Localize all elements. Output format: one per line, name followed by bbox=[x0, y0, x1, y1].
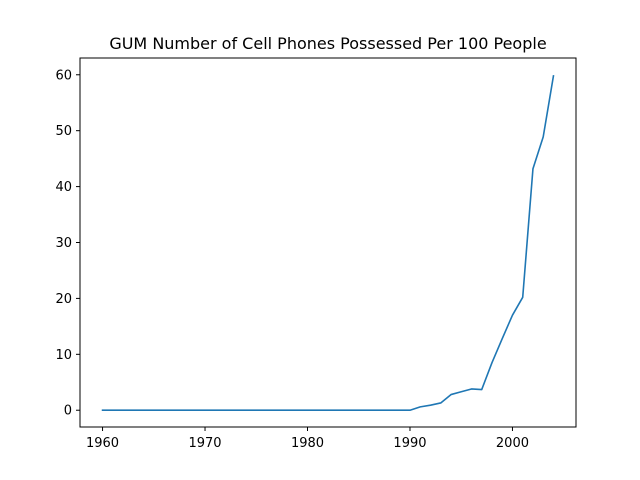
x-tick-label: 1980 bbox=[291, 436, 324, 451]
y-tick-label: 0 bbox=[64, 404, 72, 419]
x-tick-label: 2000 bbox=[496, 436, 529, 451]
y-tick-label: 50 bbox=[55, 124, 72, 139]
series-line bbox=[101, 74, 555, 412]
chart-title: GUM Number of Cell Phones Possessed Per … bbox=[109, 34, 546, 53]
x-tick-label: 1990 bbox=[393, 436, 426, 451]
y-tick-label: 60 bbox=[55, 68, 72, 83]
y-tick-label: 40 bbox=[55, 180, 72, 195]
y-tick-label: 10 bbox=[55, 348, 72, 363]
plot-frame bbox=[79, 57, 577, 428]
x-tick-label: 1960 bbox=[86, 436, 119, 451]
plot-marks: 1960 1970 1980 1990 2000 0 10 20 30 40 50 60 bbox=[55, 68, 555, 451]
y-tick-label: 30 bbox=[55, 236, 72, 251]
y-tick-label: 20 bbox=[55, 292, 72, 307]
x-tick-label: 1970 bbox=[188, 436, 221, 451]
